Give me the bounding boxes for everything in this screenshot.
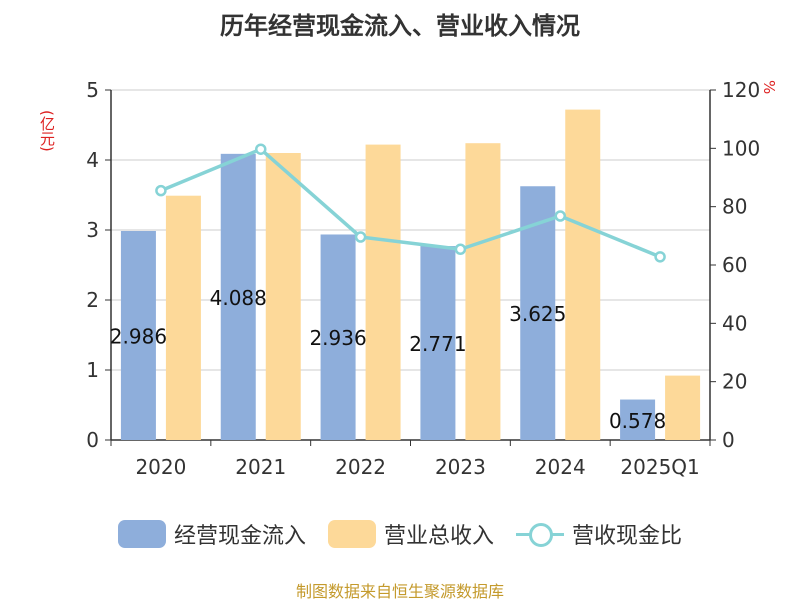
left-axis-unit: (亿元) xyxy=(38,110,56,152)
ratio-point xyxy=(554,210,566,222)
right-axis-tick-label: 20 xyxy=(722,370,747,394)
x-axis-tick-label: 2022 xyxy=(335,455,386,479)
x-axis-tick-label: 2020 xyxy=(135,455,186,479)
data-label-cash-inflow: 3.625 xyxy=(509,302,566,326)
legend-swatch-revenue xyxy=(327,520,376,548)
ratio-point xyxy=(654,251,666,263)
ratio-point xyxy=(255,143,267,155)
bar-cash-inflow xyxy=(320,234,356,440)
legend-label-cash-inflow: 经营现金流入 xyxy=(173,524,306,549)
legend-label-revenue: 营业总收入 xyxy=(383,524,494,549)
left-axis-tick-label: 0 xyxy=(86,428,99,452)
x-axis-tick-label: 2024 xyxy=(535,455,586,479)
chart-title: 历年经营现金流入、营业收入情况 xyxy=(220,12,580,40)
data-label-cash-inflow: 2.986 xyxy=(110,324,167,348)
ratio-point xyxy=(354,231,367,243)
left-axis-tick-label: 4 xyxy=(86,148,99,172)
chart-legend: 经营现金流入 营业总收入 营收现金比 xyxy=(0,518,800,550)
bar-revenue xyxy=(265,153,301,440)
legend-item-ratio[interactable]: 营收现金比 xyxy=(516,518,682,550)
right-axis-tick-label: 60 xyxy=(722,253,747,277)
legend-label-ratio: 营收现金比 xyxy=(572,524,683,549)
right-axis-tick-label: 120 xyxy=(722,78,760,102)
right-axis-tick-label: 100 xyxy=(722,136,760,160)
left-axis-tick-label: 2 xyxy=(86,288,99,312)
legend-swatch-cash-inflow xyxy=(117,520,166,548)
data-label-cash-inflow: 4.088 xyxy=(210,286,267,310)
ratio-point xyxy=(454,243,467,255)
bar-cash-inflow xyxy=(220,153,256,440)
bar-cash-inflow xyxy=(420,246,456,440)
ratio-line xyxy=(160,147,661,259)
bar-revenue xyxy=(365,144,401,440)
bar-revenue xyxy=(165,195,201,440)
x-axis-tick-label: 2021 xyxy=(235,455,286,479)
bar-cash-inflow xyxy=(620,399,656,440)
bar-revenue xyxy=(665,375,701,440)
left-axis-tick-label: 3 xyxy=(86,218,99,242)
left-axis-tick-label: 1 xyxy=(86,358,99,382)
right-axis-tick-label: 40 xyxy=(722,311,747,335)
legend-item-revenue[interactable]: 营业总收入 xyxy=(327,518,494,550)
data-label-cash-inflow: 2.771 xyxy=(409,332,466,356)
ratio-point xyxy=(155,184,167,197)
legend-swatch-ratio xyxy=(516,520,564,548)
data-label-cash-inflow: 2.936 xyxy=(309,326,366,350)
bar-cash-inflow xyxy=(120,230,156,440)
x-axis-tick-label: 2025Q1 xyxy=(620,455,699,479)
bar-revenue xyxy=(465,143,501,440)
data-label-cash-inflow: 0.578 xyxy=(609,409,666,433)
bar-revenue xyxy=(565,109,601,440)
right-axis-tick-label: 0 xyxy=(722,428,735,452)
source-note: 制图数据来自恒生聚源数据库 xyxy=(295,582,504,601)
right-axis-tick-label: 80 xyxy=(722,195,747,219)
x-axis-tick-label: 2023 xyxy=(435,455,486,479)
left-axis-tick-label: 5 xyxy=(86,78,99,102)
legend-item-cash-inflow[interactable]: 经营现金流入 xyxy=(117,518,306,550)
